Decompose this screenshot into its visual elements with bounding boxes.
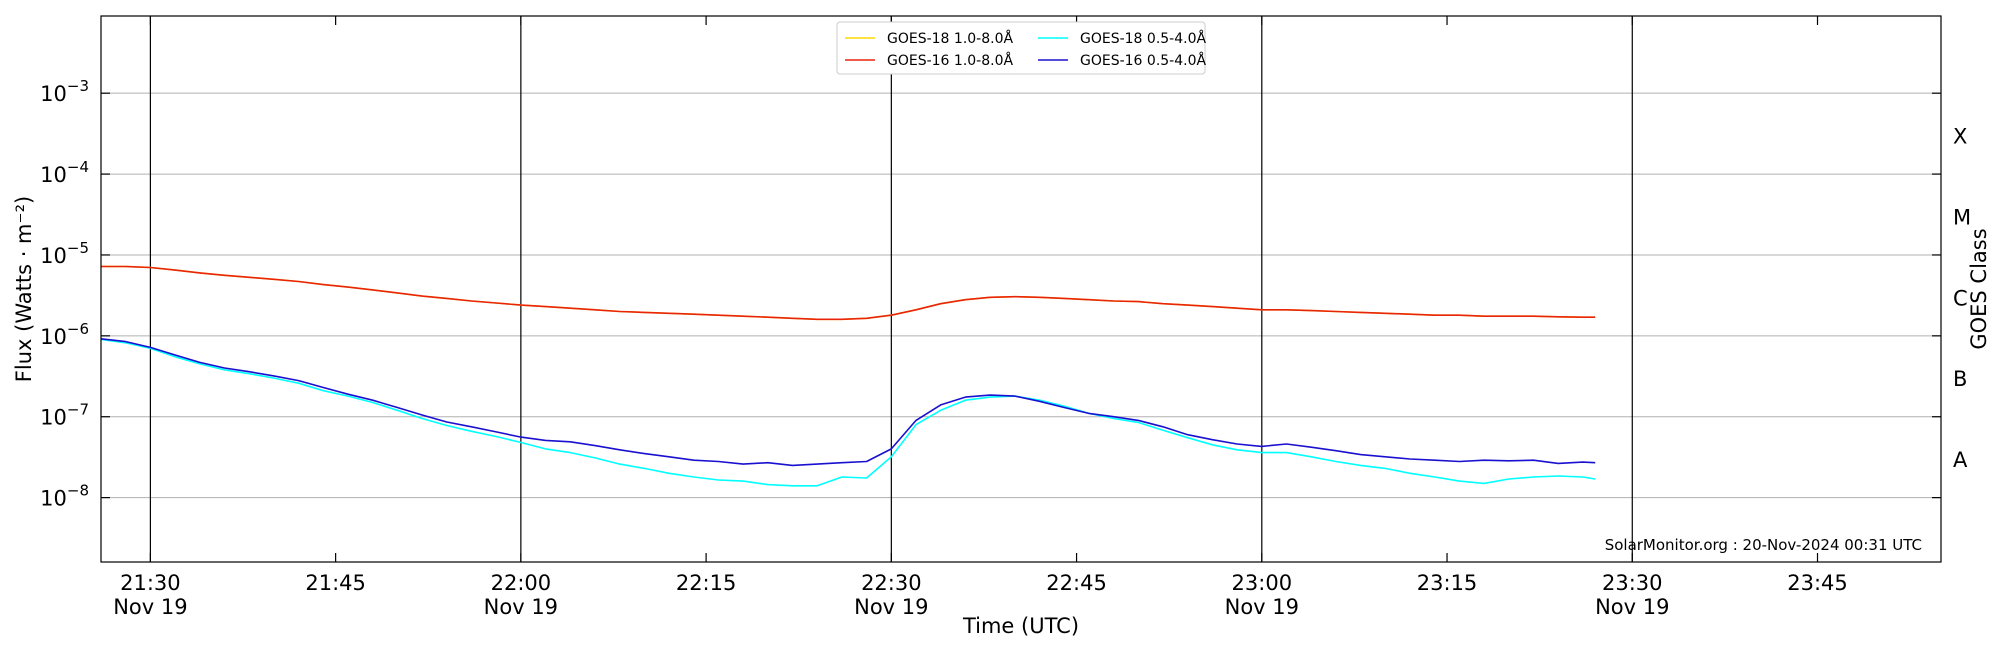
x-tick-label: 22:00 [491,571,552,595]
legend: GOES-18 1.0-8.0Å GOES-18 0.5-4.0Å GOES-16 … [836,21,1206,75]
goes-class-label: A [1953,448,1968,472]
x-axis-title: Time (UTC) [962,614,1079,638]
goes-class-label: B [1953,367,1967,391]
x-tick-label: 22:30 [861,571,922,595]
goes-class-label: M [1953,205,1971,229]
vertical-lines-layer [149,16,1633,562]
series-line-3 [101,265,1596,321]
x-tick-label: 22:45 [1046,571,1107,595]
x-tick-label: 23:00 [1232,571,1293,595]
series-line-1 [101,265,1596,321]
y-tick-label: 10−8 [40,482,89,511]
series-layer [100,265,1596,487]
legend-label-2: GOES-18 0.5-4.0Å [1080,30,1206,47]
credit-text: SolarMonitor.org : 20-Nov-2024 00:31 UTC [1605,536,1922,554]
series-line-2 [100,338,1596,487]
x-tick-label: 21:45 [305,571,366,595]
grid-layer [101,92,1941,499]
legend-label-3: GOES-16 1.0-8.0Å [887,52,1013,69]
x-tick-label: 23:45 [1787,571,1848,595]
x-tick-label: 23:30 [1602,571,1663,595]
y2-axis-title: GOES Class [1967,228,1991,349]
series-line-4 [100,338,1596,467]
goes-class-label: X [1953,124,1967,148]
y-tick-label: 10−3 [40,77,89,106]
plot-frame [100,15,1942,563]
x-tick-date-label: Nov 19 [854,595,928,619]
y-tick-label: 10−6 [40,320,89,349]
legend-label-4: GOES-16 0.5-4.0Å [1080,52,1206,69]
legend-label-1: GOES-18 1.0-8.0Å [887,30,1013,47]
goes-class-label: C [1953,286,1968,310]
x-tick-date-label: Nov 19 [1595,595,1669,619]
legend-box [836,21,1206,75]
y-tick-label: 10−4 [40,158,89,187]
x-tick-date-label: Nov 19 [113,595,187,619]
y-tick-label: 10−7 [40,401,89,430]
x-tick-date-label: Nov 19 [484,595,558,619]
x-tick-label: 21:30 [120,571,181,595]
y-tick-label: 10−5 [40,239,89,268]
x-tick-date-label: Nov 19 [1225,595,1299,619]
y-axis-title: Flux (Watts · m⁻²) [12,196,36,382]
x-tick-label: 22:15 [676,571,737,595]
tick-layer [101,16,1941,562]
x-tick-label: 23:15 [1417,571,1478,595]
